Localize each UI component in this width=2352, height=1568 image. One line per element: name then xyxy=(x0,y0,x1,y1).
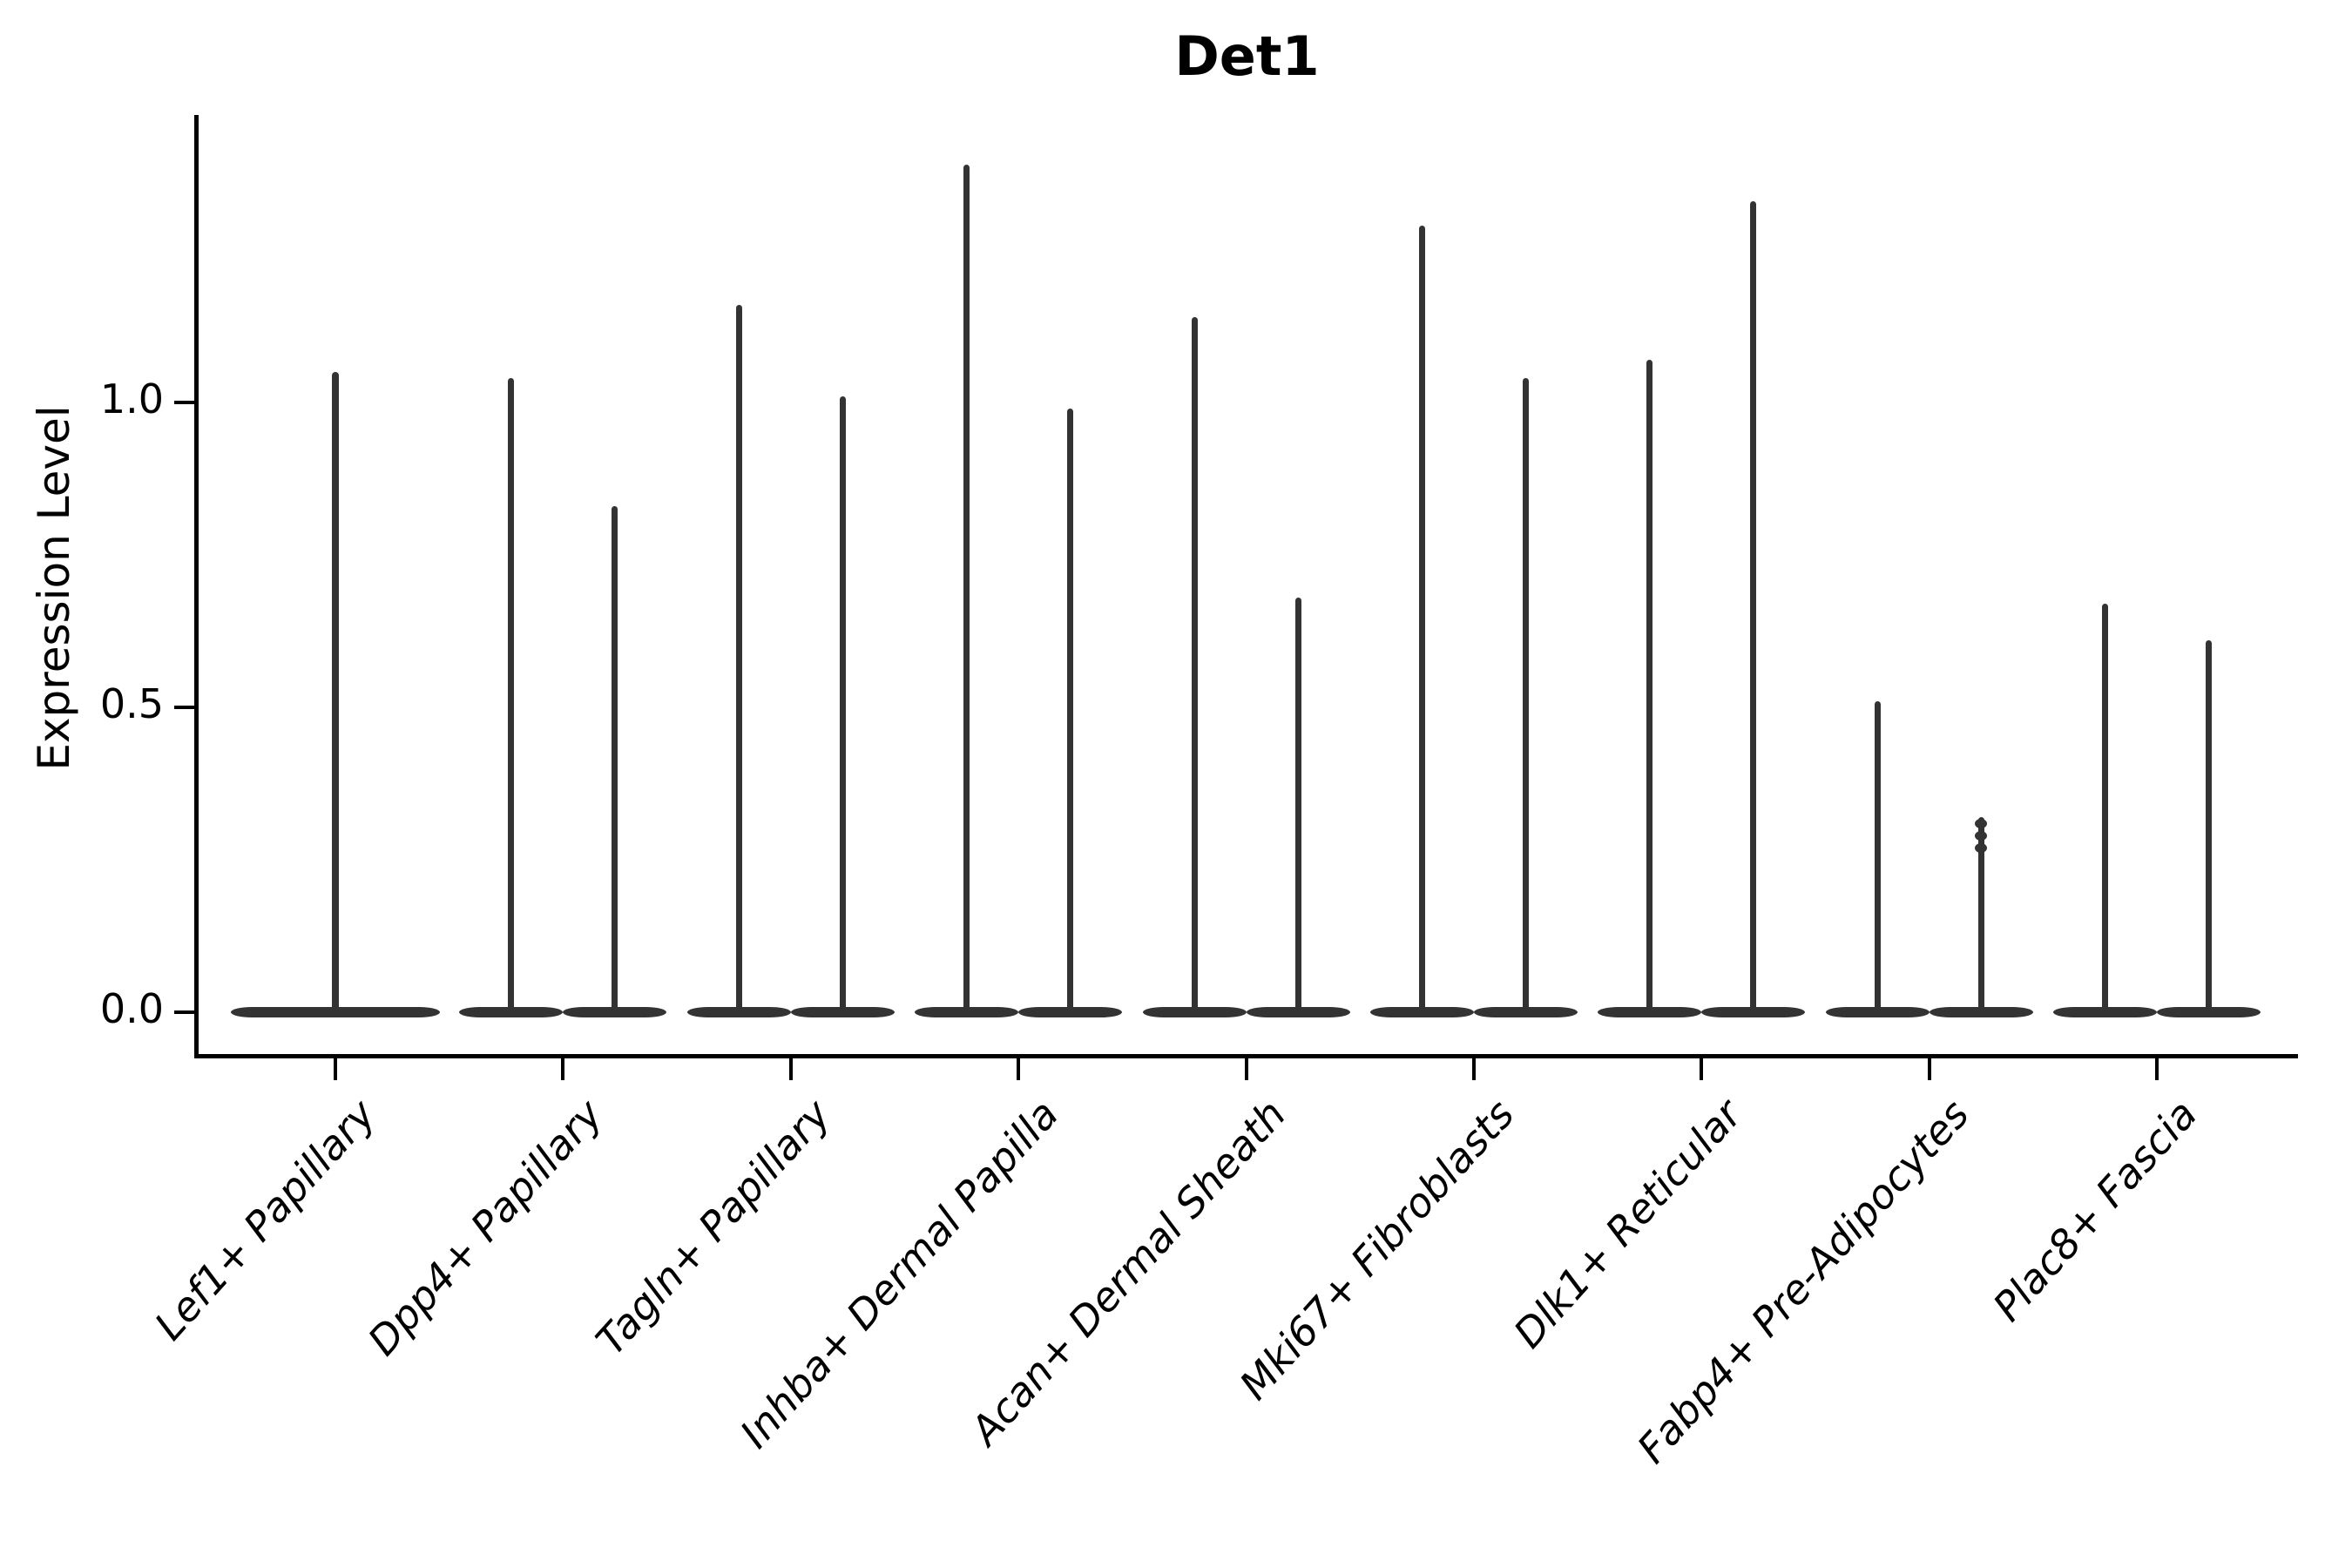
violin-spike xyxy=(1191,317,1198,1016)
x-tick-mark xyxy=(2155,1058,2159,1080)
x-tick-mark xyxy=(1700,1058,1704,1080)
x-tick-mark xyxy=(1244,1058,1248,1080)
y-axis-spine xyxy=(194,115,199,1058)
violin-spike xyxy=(1067,409,1074,1016)
y-tick-mark xyxy=(174,1010,195,1014)
x-tick-label: Dlk1+ Reticular xyxy=(1504,1091,1751,1357)
x-axis-spine xyxy=(194,1054,2298,1058)
violin-spike xyxy=(2206,640,2213,1016)
x-tick-label: Tagln+ Papillary xyxy=(586,1091,840,1364)
violin-spike xyxy=(1523,378,1529,1016)
violin-spike xyxy=(839,396,846,1016)
x-tick-mark xyxy=(1927,1058,1931,1080)
violin-spike xyxy=(1646,360,1653,1016)
violin-spike xyxy=(332,372,339,1016)
violin-spike xyxy=(1419,226,1425,1016)
x-tick-mark xyxy=(561,1058,565,1080)
violin-point-knot xyxy=(1975,843,1988,853)
violin-spike xyxy=(963,165,970,1016)
y-tick-label: 0.0 xyxy=(99,985,164,1032)
violin-point-knot xyxy=(1975,831,1988,841)
y-tick-label: 1.0 xyxy=(99,375,164,422)
violin-spike xyxy=(612,506,618,1016)
y-tick-mark xyxy=(174,401,195,404)
violin-spike xyxy=(2102,604,2109,1016)
violin-spike xyxy=(508,378,515,1016)
x-tick-mark xyxy=(334,1058,337,1080)
x-tick-label: Plac8+ Fascia xyxy=(1984,1091,2207,1330)
y-tick-mark xyxy=(174,706,195,709)
x-tick-label: Dpp4+ Papillary xyxy=(359,1091,612,1365)
violin-spike xyxy=(1294,598,1301,1016)
plot-title: Det1 xyxy=(1174,24,1320,88)
x-tick-mark xyxy=(1472,1058,1476,1080)
x-tick-mark xyxy=(788,1058,793,1080)
y-tick-label: 0.5 xyxy=(99,680,164,727)
violin-spike xyxy=(1874,701,1881,1016)
violin-spike xyxy=(735,305,742,1016)
x-tick-label: Lef1+ Papillary xyxy=(145,1091,385,1349)
x-tick-mark xyxy=(1017,1058,1021,1080)
violin-point-knot xyxy=(1975,819,1988,828)
violin-spike xyxy=(1977,817,1984,1016)
violin-spike xyxy=(1750,201,1757,1016)
y-axis-label: Expression Level xyxy=(29,405,79,771)
